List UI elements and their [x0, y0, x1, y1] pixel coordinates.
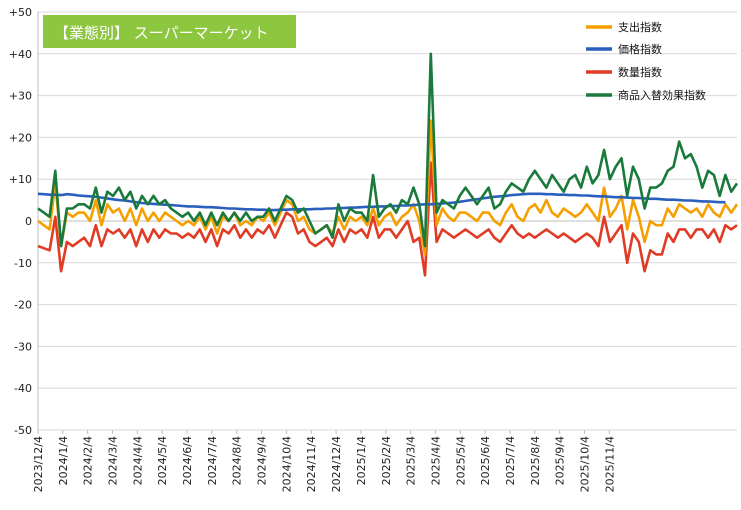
x-tick-label: 2025/9/4 — [554, 436, 567, 485]
series-lines — [37, 52, 739, 277]
y-tick-label: 0 — [25, 215, 32, 228]
title-box-background — [43, 15, 296, 48]
x-tick-label: 2025/3/4 — [405, 436, 418, 485]
legend-label-spend: 支出指数 — [618, 20, 662, 34]
x-tick-label: 2024/3/4 — [107, 436, 120, 485]
y-tick-label: +30 — [9, 90, 32, 103]
x-tick-label: 2024/9/4 — [256, 436, 269, 485]
legend-label-switch: 商品入替効果指数 — [618, 88, 706, 102]
x-tick-label: 2024/7/4 — [206, 436, 219, 485]
x-tick-label: 2024/5/4 — [156, 436, 169, 485]
y-tick-label: +40 — [9, 48, 32, 61]
x-tick-label: 2025/8/4 — [529, 436, 542, 485]
series-line-3 — [37, 52, 739, 248]
x-tick-label: 2023/12/4 — [32, 436, 45, 492]
y-tick-label: -50 — [14, 424, 32, 437]
chart-title: 【業態別】 スーパーマーケット — [54, 24, 269, 42]
x-tick-label: 2024/4/4 — [131, 436, 144, 485]
y-tick-label: -20 — [14, 299, 32, 312]
x-tick-label: 2025/10/4 — [578, 436, 591, 492]
x-tick-label: 2025/6/4 — [479, 436, 492, 485]
x-tick-label: 2025/5/4 — [454, 436, 467, 485]
y-tick-label: +10 — [9, 173, 32, 186]
legend-label-quantity: 数量指数 — [618, 65, 662, 79]
x-tick-label: 2025/11/4 — [603, 436, 616, 492]
legend-label-price: 価格指数 — [618, 42, 662, 56]
series-line-2 — [37, 161, 738, 277]
x-tick-label: 2025/4/4 — [429, 436, 442, 485]
gridlines — [37, 11, 737, 431]
x-tick-label: 2024/8/4 — [231, 436, 244, 485]
y-tick-label: -10 — [14, 257, 32, 270]
chart-title-box: 【業態別】 スーパーマーケット — [43, 15, 296, 48]
y-tick-label: +50 — [9, 6, 32, 19]
x-tick-label: 2024/1/4 — [57, 436, 70, 485]
y-tick-label: -30 — [14, 340, 32, 353]
x-tick-label: 2024/12/4 — [330, 436, 343, 492]
x-tick-label: 2025/2/4 — [380, 436, 393, 485]
y-axis-ticks: +50 +40 +30 +20 +10 0 -10 -20 -30 -40 -50 — [9, 6, 32, 437]
y-tick-label: -40 — [14, 382, 32, 395]
x-tick-label: 2025/7/4 — [504, 436, 517, 485]
x-tick-label: 2024/11/4 — [305, 436, 318, 492]
x-tick-label: 2024/10/4 — [280, 436, 293, 492]
x-tick-label: 2024/6/4 — [181, 436, 194, 485]
x-tick-label: 2024/2/4 — [82, 436, 95, 485]
y-tick-label: +20 — [9, 131, 32, 144]
x-tick-label: 2025/1/4 — [355, 436, 368, 485]
series-line-1 — [37, 192, 726, 212]
x-axis-ticks: 2023/12/4 2024/1/4 2024/2/4 2024/3/4 2024/4/… — [32, 430, 616, 492]
legend: 支出指数 価格指数 数量指数 商品入替効果指数 — [586, 20, 706, 102]
